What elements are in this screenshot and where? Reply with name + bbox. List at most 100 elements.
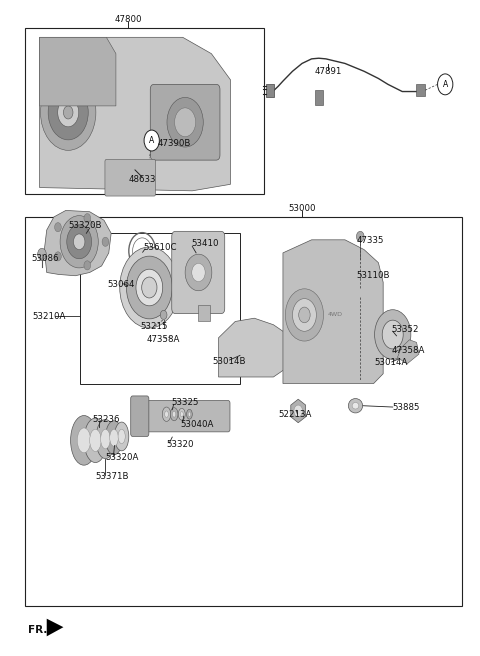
Text: 48633: 48633	[129, 175, 156, 184]
Ellipse shape	[180, 411, 183, 417]
FancyBboxPatch shape	[135, 401, 230, 432]
Ellipse shape	[188, 412, 191, 417]
Ellipse shape	[165, 411, 168, 417]
Text: 47390B: 47390B	[158, 139, 192, 148]
Ellipse shape	[170, 407, 178, 420]
Circle shape	[160, 310, 167, 319]
Circle shape	[357, 232, 364, 242]
Bar	[80, 234, 240, 384]
Bar	[416, 85, 425, 96]
Circle shape	[175, 108, 196, 136]
Ellipse shape	[77, 428, 91, 453]
Circle shape	[55, 252, 61, 261]
Ellipse shape	[348, 399, 363, 413]
Ellipse shape	[90, 429, 101, 451]
Ellipse shape	[110, 429, 118, 446]
Text: 53885: 53885	[393, 403, 420, 412]
Text: 53014A: 53014A	[374, 358, 408, 367]
Circle shape	[37, 249, 46, 260]
FancyBboxPatch shape	[172, 232, 225, 314]
Circle shape	[374, 310, 411, 359]
Text: 52213A: 52213A	[278, 410, 312, 419]
Text: 53325: 53325	[171, 398, 199, 407]
Text: 53352: 53352	[392, 325, 419, 334]
Text: 53320A: 53320A	[106, 453, 139, 462]
Ellipse shape	[101, 429, 110, 449]
Text: 53610C: 53610C	[144, 243, 177, 251]
Text: 47358A: 47358A	[147, 335, 180, 344]
Polygon shape	[218, 318, 292, 377]
FancyBboxPatch shape	[131, 396, 149, 436]
Polygon shape	[266, 85, 275, 96]
Bar	[315, 91, 323, 104]
Polygon shape	[39, 37, 230, 191]
Circle shape	[144, 130, 159, 151]
Ellipse shape	[187, 409, 192, 419]
Circle shape	[73, 234, 85, 250]
Text: 53410: 53410	[192, 239, 219, 248]
Text: 53014B: 53014B	[213, 357, 246, 366]
Text: 47891: 47891	[314, 68, 342, 77]
Text: A: A	[149, 136, 155, 145]
Ellipse shape	[71, 415, 97, 465]
Ellipse shape	[179, 408, 185, 420]
Ellipse shape	[118, 429, 125, 443]
Circle shape	[58, 98, 79, 127]
Text: 53215: 53215	[141, 322, 168, 331]
Polygon shape	[44, 211, 111, 276]
Circle shape	[84, 261, 91, 270]
FancyBboxPatch shape	[105, 159, 156, 196]
Text: 47358A: 47358A	[392, 346, 425, 356]
Circle shape	[63, 106, 73, 119]
Ellipse shape	[162, 407, 171, 421]
Ellipse shape	[106, 420, 122, 455]
Circle shape	[438, 74, 453, 95]
Ellipse shape	[172, 411, 176, 417]
Circle shape	[185, 254, 212, 291]
Circle shape	[142, 277, 157, 298]
Circle shape	[126, 256, 172, 319]
Text: 47800: 47800	[114, 15, 142, 24]
Text: 53110B: 53110B	[357, 271, 390, 280]
Text: 53371B: 53371B	[96, 472, 130, 482]
Text: 47335: 47335	[357, 236, 384, 245]
Polygon shape	[39, 37, 116, 106]
Circle shape	[294, 405, 302, 417]
Circle shape	[48, 85, 88, 140]
Bar	[199, 305, 210, 321]
Circle shape	[67, 225, 92, 258]
Text: 53086: 53086	[31, 254, 59, 262]
Circle shape	[292, 298, 316, 331]
Text: 53210A: 53210A	[33, 312, 66, 321]
Text: FR.: FR.	[28, 625, 47, 635]
Polygon shape	[397, 340, 419, 364]
Polygon shape	[47, 619, 63, 636]
Text: 53320: 53320	[167, 440, 194, 449]
Circle shape	[192, 263, 205, 281]
Bar	[25, 28, 264, 194]
Text: 53064: 53064	[108, 279, 135, 289]
Ellipse shape	[96, 419, 115, 459]
Text: A: A	[443, 80, 448, 89]
Text: 53320B: 53320B	[68, 221, 102, 230]
Ellipse shape	[84, 418, 107, 462]
Circle shape	[285, 289, 324, 341]
Text: 53236: 53236	[92, 415, 120, 424]
Polygon shape	[283, 240, 383, 384]
Ellipse shape	[115, 422, 129, 451]
Circle shape	[102, 237, 109, 247]
Text: 53040A: 53040A	[181, 420, 214, 428]
FancyBboxPatch shape	[150, 85, 220, 160]
Text: 4WD: 4WD	[328, 312, 343, 318]
Circle shape	[136, 269, 163, 306]
Circle shape	[382, 320, 403, 349]
Ellipse shape	[352, 403, 359, 409]
Circle shape	[40, 75, 96, 150]
Circle shape	[60, 216, 98, 268]
Text: 53000: 53000	[288, 204, 316, 213]
Circle shape	[120, 247, 179, 328]
Circle shape	[167, 97, 203, 147]
Bar	[25, 217, 462, 605]
Circle shape	[299, 307, 310, 323]
Circle shape	[55, 222, 61, 232]
